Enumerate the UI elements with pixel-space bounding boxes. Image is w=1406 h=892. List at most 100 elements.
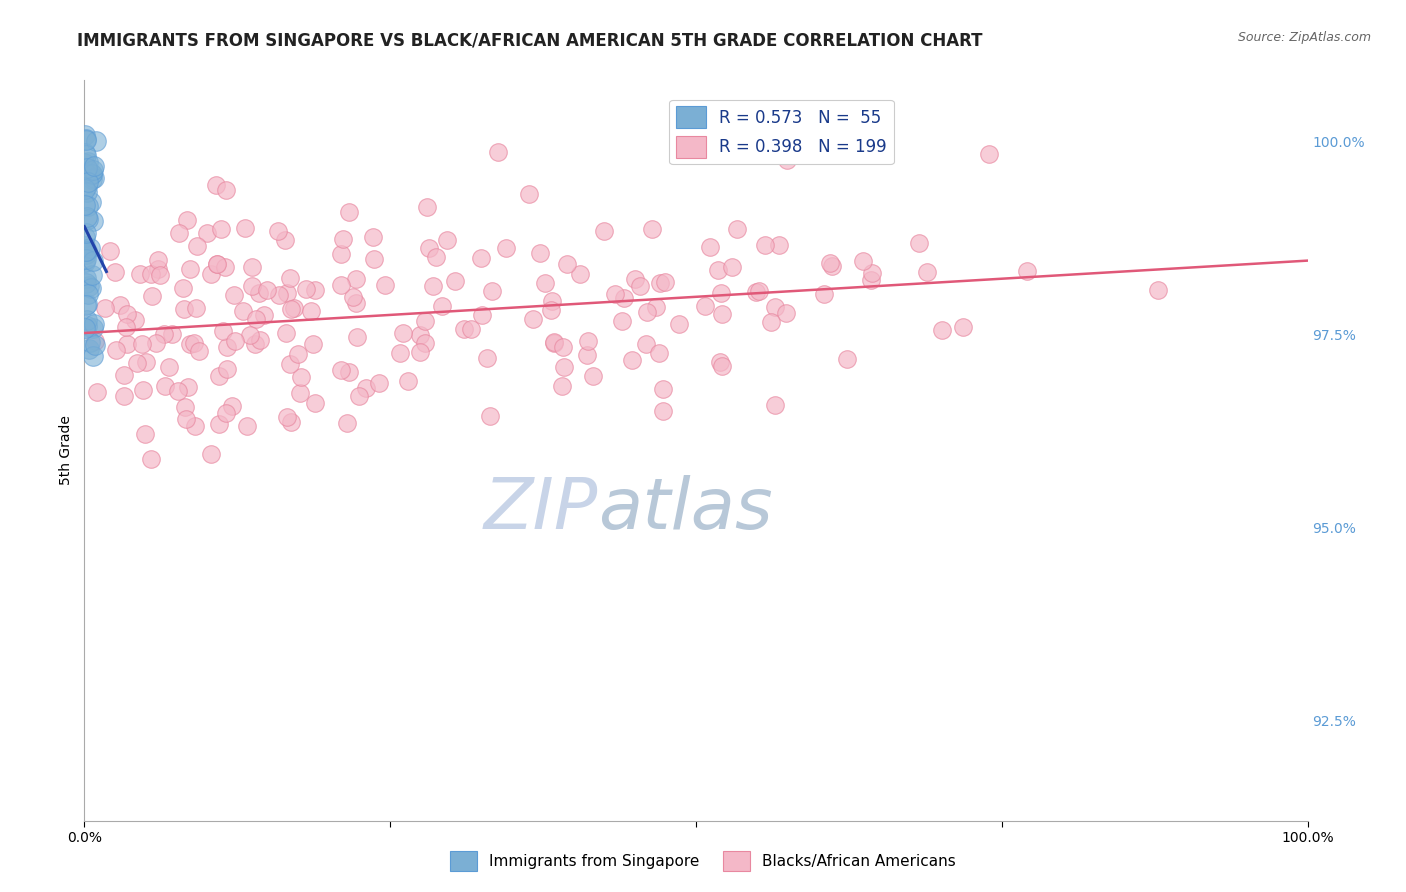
- Point: [232, 304, 254, 318]
- Point: [1015, 264, 1038, 278]
- Point: [169, 227, 191, 241]
- Point: [290, 370, 312, 384]
- Point: [75, 182, 97, 196]
- Point: [221, 399, 243, 413]
- Point: [710, 359, 733, 373]
- Point: [75, 247, 97, 261]
- Point: [79, 279, 101, 293]
- Point: [82, 320, 104, 334]
- Point: [82, 214, 104, 228]
- Point: [533, 276, 555, 290]
- Point: [582, 368, 605, 383]
- Point: [215, 406, 238, 420]
- Point: [209, 222, 232, 236]
- Point: [553, 359, 575, 374]
- Point: [332, 232, 354, 246]
- Point: [613, 291, 636, 305]
- Point: [647, 346, 669, 360]
- Point: [644, 301, 666, 315]
- Text: IMMIGRANTS FROM SINGAPORE VS BLACK/AFRICAN AMERICAN 5TH GRADE CORRELATION CHART: IMMIGRANTS FROM SINGAPORE VS BLACK/AFRIC…: [77, 31, 983, 49]
- Point: [725, 222, 748, 236]
- Point: [432, 299, 454, 313]
- Point: [117, 307, 139, 321]
- Point: [551, 379, 574, 393]
- Point: [75, 148, 97, 162]
- Point: [112, 389, 135, 403]
- Point: [763, 398, 786, 412]
- Point: [745, 285, 768, 300]
- Point: [176, 380, 198, 394]
- Point: [207, 257, 229, 271]
- Text: atlas: atlas: [598, 475, 773, 544]
- Point: [759, 315, 782, 329]
- Point: [75, 166, 97, 180]
- Point: [208, 417, 231, 432]
- Point: [224, 334, 246, 348]
- Point: [495, 242, 517, 256]
- Point: [82, 167, 104, 181]
- Point: [835, 351, 858, 366]
- Point: [76, 296, 98, 310]
- Point: [197, 226, 219, 240]
- Point: [75, 238, 97, 252]
- Point: [693, 299, 716, 313]
- Point: [179, 336, 201, 351]
- Legend: Immigrants from Singapore, Blacks/African Americans: Immigrants from Singapore, Blacks/Africa…: [444, 846, 962, 877]
- Point: [342, 290, 364, 304]
- Point: [148, 253, 170, 268]
- Point: [852, 253, 875, 268]
- Point: [179, 261, 201, 276]
- Point: [83, 317, 105, 331]
- Point: [115, 337, 138, 351]
- Point: [330, 363, 353, 377]
- Point: [141, 289, 163, 303]
- Point: [374, 278, 396, 293]
- Point: [76, 211, 98, 225]
- Point: [392, 326, 415, 340]
- Point: [112, 368, 135, 382]
- Point: [821, 259, 844, 273]
- Point: [149, 268, 172, 282]
- Point: [76, 179, 98, 194]
- Point: [187, 343, 209, 358]
- Point: [80, 281, 103, 295]
- Point: [301, 336, 323, 351]
- Point: [145, 335, 167, 350]
- Point: [422, 279, 444, 293]
- Point: [211, 324, 233, 338]
- Point: [409, 344, 432, 359]
- Point: [82, 162, 104, 177]
- Point: [763, 300, 786, 314]
- Point: [453, 322, 475, 336]
- Point: [543, 334, 565, 349]
- Point: [481, 284, 503, 298]
- Point: [529, 246, 551, 260]
- Point: [245, 311, 267, 326]
- Point: [173, 400, 195, 414]
- Point: [131, 337, 153, 351]
- Point: [304, 395, 326, 409]
- Point: [593, 224, 616, 238]
- Point: [337, 365, 360, 379]
- Point: [200, 447, 222, 461]
- Point: [654, 275, 676, 289]
- Point: [247, 285, 270, 300]
- Point: [711, 307, 734, 321]
- Point: [76, 244, 98, 258]
- Point: [413, 314, 436, 328]
- Point: [79, 241, 101, 255]
- Point: [240, 278, 263, 293]
- Point: [361, 230, 384, 244]
- Point: [132, 383, 155, 397]
- Point: [280, 301, 302, 316]
- Point: [346, 330, 368, 344]
- Point: [215, 183, 238, 197]
- Point: [83, 159, 105, 173]
- Point: [415, 200, 437, 214]
- Point: [337, 205, 360, 219]
- Point: [73, 128, 96, 142]
- Point: [249, 333, 271, 347]
- Point: [859, 273, 882, 287]
- Point: [129, 267, 152, 281]
- Point: [344, 295, 367, 310]
